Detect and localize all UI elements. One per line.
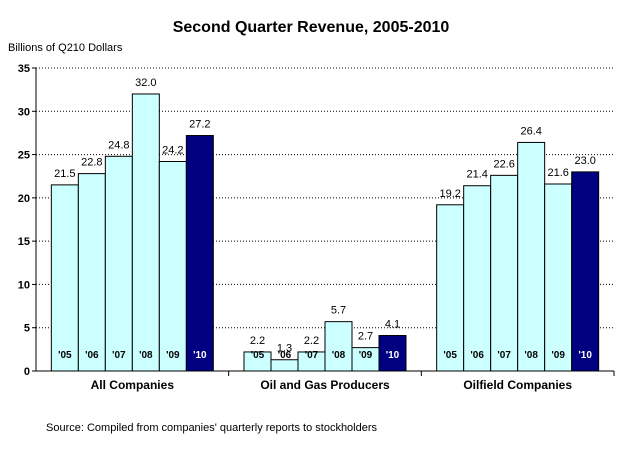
bar-year-label: '06 — [85, 350, 99, 361]
y-tick-label: 30 — [18, 106, 30, 118]
bar-year-label: '10 — [386, 350, 400, 361]
bar — [104, 155, 133, 372]
bar-year-label: '08 — [332, 350, 346, 361]
bar — [517, 141, 546, 372]
y-tick-label: 0 — [24, 366, 30, 378]
bar — [324, 321, 353, 372]
bar-value-label: 22.6 — [493, 158, 514, 170]
bar-value-label: 21.5 — [54, 168, 75, 180]
bar-value-label: 23.0 — [574, 155, 595, 167]
bar-year-label: '10 — [193, 350, 207, 361]
bar-value-label: 26.4 — [520, 125, 541, 137]
bar-value-label: 27.2 — [189, 119, 210, 131]
bar-value-label: 21.4 — [466, 169, 487, 181]
bar-value-label: 22.8 — [81, 157, 102, 169]
bar — [131, 93, 160, 372]
bar-value-label: 32.0 — [135, 77, 156, 89]
bar-year-label: '07 — [112, 350, 126, 361]
bar-year-label: '09 — [166, 350, 180, 361]
y-tick-label: 20 — [18, 193, 30, 205]
bar-year-label: '05 — [58, 350, 72, 361]
bar-year-label: '07 — [497, 350, 511, 361]
category-label: Oil and Gas Producers — [260, 378, 390, 392]
bar — [544, 183, 573, 372]
bar-value-label: 2.2 — [250, 335, 265, 347]
bar — [77, 173, 106, 372]
bar-year-label: '06 — [278, 350, 292, 361]
bar — [436, 204, 465, 372]
bar-value-label: 19.2 — [439, 188, 460, 200]
bar-year-label: '06 — [470, 350, 484, 361]
bar-value-label: 5.7 — [331, 305, 346, 317]
y-tick-label: 5 — [24, 323, 30, 335]
bar-value-label: 2.7 — [358, 331, 373, 343]
bar — [270, 359, 299, 372]
bar-value-label: 24.2 — [162, 144, 183, 156]
bar — [50, 184, 79, 372]
chart-title: Second Quarter Revenue, 2005-2010 — [173, 19, 450, 36]
bar — [158, 160, 187, 372]
bar — [571, 171, 600, 372]
source-note: Source: Compiled from companies' quarter… — [46, 422, 378, 434]
bar-year-label: '08 — [139, 350, 153, 361]
bar-year-label: '05 — [443, 350, 457, 361]
bar-year-label: '09 — [359, 350, 373, 361]
y-tick-label: 25 — [18, 150, 30, 162]
y-axis-ticks: 0 5 10 15 20 25 30 35 — [18, 63, 36, 378]
bar — [463, 185, 492, 372]
bar-value-label: 4.1 — [385, 319, 400, 331]
bar-year-label: '09 — [551, 350, 565, 361]
bar-value-label: 21.6 — [547, 167, 568, 179]
y-axis-label: Billions of Q210 Dollars — [8, 42, 123, 54]
y-tick-label: 15 — [18, 236, 30, 248]
y-tick-label: 35 — [18, 63, 30, 75]
bar — [378, 335, 407, 372]
category-label: Oilfield Companies — [463, 378, 572, 392]
bar-value-label: 24.8 — [108, 139, 129, 151]
y-tick-label: 10 — [18, 279, 30, 291]
bar-value-label: 2.2 — [304, 335, 319, 347]
bar-year-label: '10 — [578, 350, 592, 361]
bar-year-label: '07 — [305, 350, 319, 361]
bar-value-label: 1.3 — [277, 343, 292, 355]
bar-year-label: '08 — [524, 350, 538, 361]
bar-series: 21.5 '05 22.8 '06 24.8 '07 32.0 '08 24.2 '09 27.2 '… — [50, 77, 600, 372]
category-label: All Companies — [91, 378, 175, 392]
bar — [490, 174, 519, 372]
bar-year-label: '05 — [251, 350, 265, 361]
bar — [185, 135, 214, 372]
x-axis-ticks: All Companies Oil and Gas Producers Oilfie… — [91, 371, 615, 392]
